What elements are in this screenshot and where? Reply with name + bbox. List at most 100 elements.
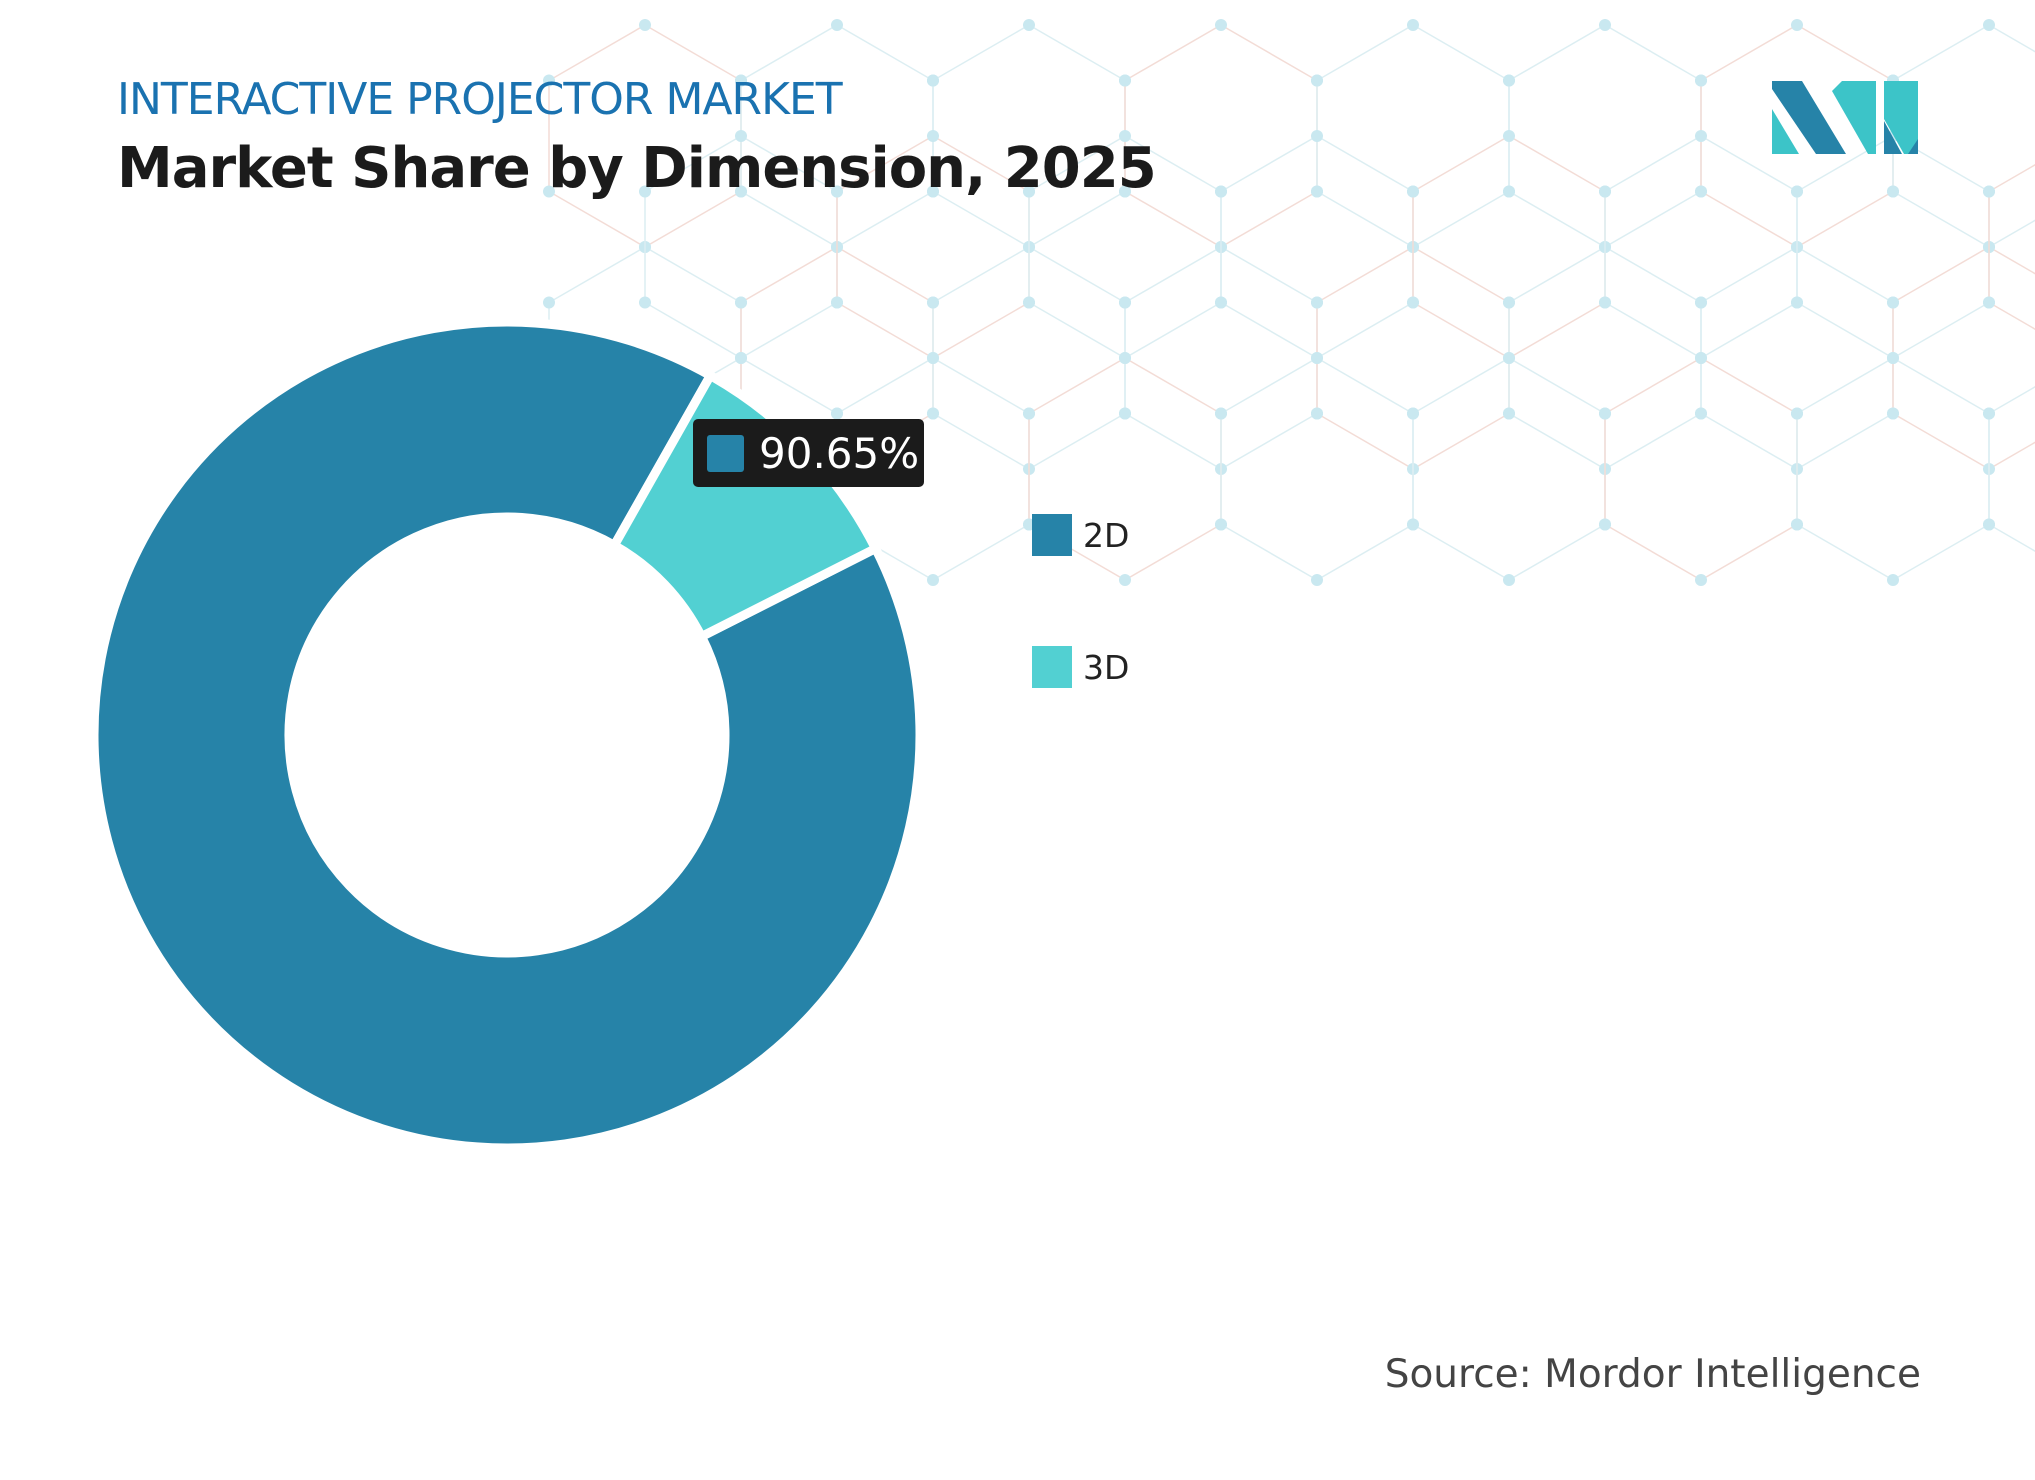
legend-item-2d[interactable]: 2D xyxy=(1032,514,1129,556)
hex-dot xyxy=(1407,407,1419,420)
hex-dot xyxy=(831,296,843,309)
hex-dot xyxy=(1503,407,1515,420)
hex-dot xyxy=(1983,19,1995,31)
hex-dot xyxy=(1023,407,1035,420)
hex-dot xyxy=(1503,185,1515,198)
hex-dot xyxy=(1791,296,1803,309)
hex-dot xyxy=(1119,296,1131,309)
hex-dot xyxy=(1983,296,1995,309)
hex-dot xyxy=(927,185,939,198)
donut-slice-2d[interactable] xyxy=(89,317,925,1153)
hex-dot xyxy=(1311,296,1323,309)
hex-dot xyxy=(1311,74,1323,87)
hex-dot xyxy=(1119,130,1131,142)
hex-dot xyxy=(1791,185,1803,198)
hex-dot xyxy=(1599,518,1611,531)
hex-dot xyxy=(1311,352,1323,364)
hex-dot xyxy=(1503,74,1515,87)
hex-dot xyxy=(1599,296,1611,309)
hex-dot xyxy=(1599,19,1611,31)
hex-dot xyxy=(1695,352,1707,364)
hex-dot xyxy=(1215,407,1227,420)
hex-dot xyxy=(1887,185,1899,198)
hex-dot xyxy=(1407,185,1419,198)
legend-swatch-3d xyxy=(1032,646,1072,688)
hex-dot xyxy=(1983,185,1995,198)
hex-dot xyxy=(1023,185,1035,198)
hex-dot xyxy=(1311,574,1323,586)
hex-dot xyxy=(1983,407,1995,420)
hex-dot xyxy=(1695,130,1707,142)
hex-dot xyxy=(1983,518,1995,531)
hex-dot xyxy=(1887,574,1899,586)
chart-title: Market Share by Dimension, 2025 xyxy=(117,136,1157,201)
hex-dot xyxy=(1215,518,1227,531)
hex-dot xyxy=(1407,518,1419,531)
hex-dot xyxy=(1215,19,1227,31)
hex-dot xyxy=(927,574,939,586)
legend-item-3d[interactable]: 3D xyxy=(1032,646,1129,688)
hex-dot xyxy=(735,352,747,364)
hex-dot xyxy=(1311,185,1323,198)
hex-dot xyxy=(1503,574,1515,586)
hex-dot xyxy=(735,185,747,198)
hex-dot xyxy=(1887,407,1899,420)
tooltip-swatch xyxy=(707,434,744,472)
hex-dot xyxy=(1119,407,1131,420)
hex-dot xyxy=(1311,130,1323,142)
hex-dot xyxy=(1311,407,1323,420)
hex-dot xyxy=(639,19,651,31)
hex-dot xyxy=(1119,74,1131,87)
hex-dot xyxy=(1791,19,1803,31)
legend-label-2d: 2D xyxy=(1083,515,1130,555)
hex-dot xyxy=(1599,185,1611,198)
mordor-intelligence-logo xyxy=(1772,81,1918,154)
donut-slice-3d[interactable] xyxy=(608,369,882,643)
hex-dot xyxy=(1119,574,1131,586)
hex-dot xyxy=(927,407,939,420)
hex-dot xyxy=(1119,185,1131,198)
hex-dot xyxy=(639,296,651,309)
hex-dot xyxy=(1503,296,1515,309)
hex-dot xyxy=(735,296,747,309)
hex-dot xyxy=(1119,352,1131,364)
hex-dot xyxy=(927,74,939,87)
hex-dot xyxy=(1887,296,1899,309)
hex-dot xyxy=(1023,19,1035,31)
hex-dot xyxy=(1695,296,1707,309)
hex-dot xyxy=(1023,296,1035,309)
hex-dot xyxy=(1791,407,1803,420)
hex-dot xyxy=(831,185,843,198)
hex-dot xyxy=(1695,74,1707,87)
hex-dot xyxy=(831,407,843,420)
hex-dot xyxy=(927,130,939,142)
hex-dot xyxy=(543,74,555,87)
hex-dot xyxy=(1695,185,1707,198)
hex-dot xyxy=(1503,130,1515,142)
hex-dot xyxy=(1407,296,1419,309)
hex-dot xyxy=(1695,407,1707,420)
hex-dot xyxy=(927,352,939,364)
hex-dot xyxy=(1695,574,1707,586)
hex-dot xyxy=(1887,352,1899,364)
hex-dot xyxy=(1599,407,1611,420)
hex-dot xyxy=(639,185,651,198)
hex-dot xyxy=(1407,19,1419,31)
hex-dot xyxy=(543,296,555,309)
hex-dot xyxy=(735,74,747,87)
tooltip: 90.65% xyxy=(693,419,924,487)
tooltip-value: 90.65% xyxy=(759,428,920,478)
hex-dot xyxy=(831,19,843,31)
legend-label-3d: 3D xyxy=(1083,647,1130,687)
source-note: Source: Mordor Intelligence xyxy=(1384,1352,1921,1397)
hex-dot xyxy=(1215,185,1227,198)
legend-swatch-2d xyxy=(1032,514,1072,556)
hex-dot xyxy=(1791,518,1803,531)
chart-kicker: INTERACTIVE PROJECTOR MARKET xyxy=(117,74,843,125)
hex-dot xyxy=(927,296,939,309)
hex-dot xyxy=(543,185,555,198)
hex-dot xyxy=(1215,296,1227,309)
hex-dot xyxy=(1503,352,1515,364)
